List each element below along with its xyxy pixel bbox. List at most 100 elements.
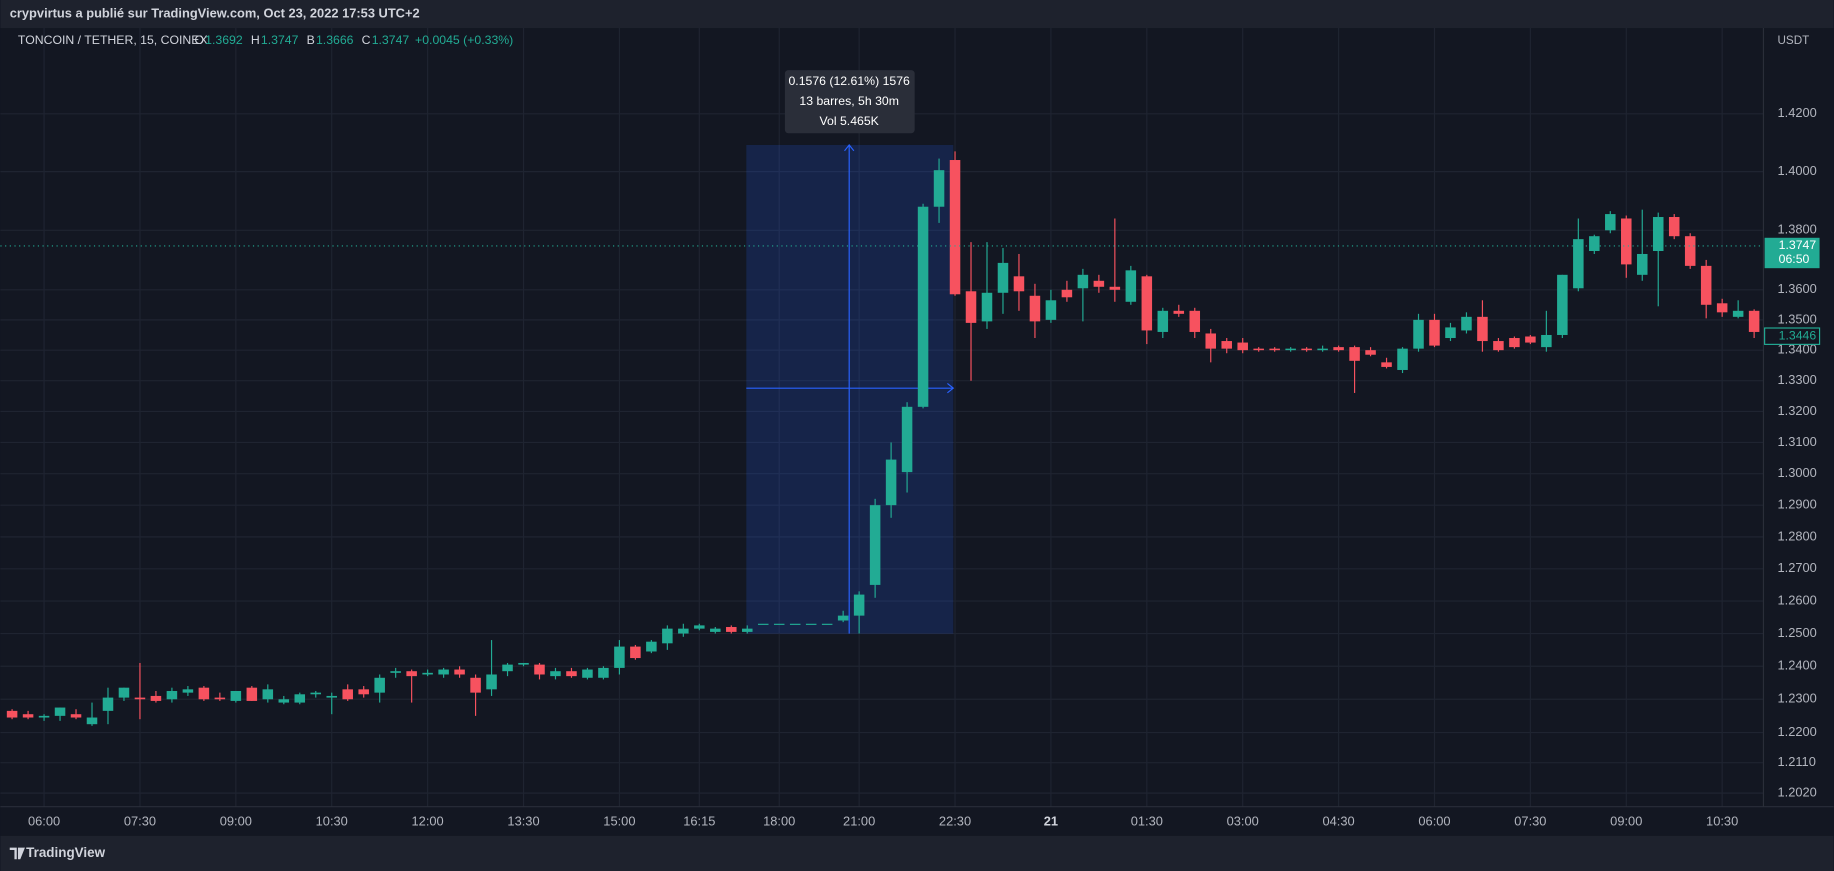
x-tick-label: 04:30 bbox=[1323, 813, 1355, 828]
x-tick-label: 09:00 bbox=[1610, 813, 1642, 828]
candle-body bbox=[214, 697, 226, 700]
candle-body bbox=[1525, 336, 1536, 343]
candle-body bbox=[166, 690, 178, 700]
candle-body bbox=[1748, 310, 1760, 332]
y-tick-label: 1.3400 bbox=[1777, 342, 1816, 357]
x-tick-label: 07:30 bbox=[1514, 813, 1546, 828]
candle-body bbox=[118, 687, 130, 698]
candle-body bbox=[1029, 295, 1041, 322]
y-tick-label: 1.2400 bbox=[1777, 658, 1816, 673]
candle-body bbox=[390, 671, 401, 673]
x-tick-label: 10:30 bbox=[1706, 813, 1738, 828]
x-tick-label: 09:00 bbox=[220, 813, 252, 828]
candle-body bbox=[853, 594, 865, 616]
candle-body bbox=[742, 628, 753, 632]
candle-body bbox=[1221, 341, 1232, 349]
candle-body bbox=[1668, 217, 1680, 237]
candle-body bbox=[1429, 319, 1440, 346]
candle-body bbox=[1557, 274, 1568, 335]
x-tick-label: 06:00 bbox=[1418, 813, 1450, 828]
candle-body bbox=[550, 671, 561, 677]
candle-body bbox=[102, 697, 114, 711]
candle-body bbox=[230, 690, 242, 701]
top-bar bbox=[0, 0, 1834, 29]
candle-body bbox=[198, 687, 210, 700]
candle-body bbox=[789, 623, 801, 625]
candle-body bbox=[885, 459, 897, 506]
candle-body bbox=[1141, 276, 1153, 331]
legend-change: +0.0045 (+0.33%) bbox=[415, 33, 513, 47]
x-tick-label: 16:15 bbox=[683, 813, 715, 828]
candle-body bbox=[1365, 350, 1376, 355]
candle-body bbox=[1301, 348, 1312, 351]
tooltip-line: 0.1576 (12.61%) 1576 bbox=[788, 74, 910, 88]
x-tick-label: 01:30 bbox=[1131, 813, 1163, 828]
candle-body bbox=[726, 627, 737, 632]
y-tick-label: 1.2200 bbox=[1777, 724, 1816, 739]
candle-body bbox=[1205, 333, 1217, 349]
footer-brand: TradingView bbox=[26, 845, 105, 860]
candle-body bbox=[1157, 310, 1169, 332]
countdown-label: 06:50 bbox=[1779, 252, 1810, 266]
candle-body bbox=[134, 697, 146, 700]
legend-value: 1.3666 bbox=[316, 33, 354, 47]
currency: USDT bbox=[1777, 34, 1809, 47]
y-tick-label: 1.3500 bbox=[1777, 311, 1816, 326]
x-tick-label: 03:00 bbox=[1227, 813, 1259, 828]
candle-body bbox=[278, 699, 290, 703]
candle-body bbox=[1541, 334, 1552, 348]
y-tick-label: 1.2110 bbox=[1777, 754, 1815, 769]
candle-body bbox=[949, 160, 961, 295]
candle-body bbox=[1636, 253, 1648, 275]
candle-body bbox=[6, 710, 18, 718]
candle-body bbox=[1397, 348, 1408, 370]
y-tick-label: 1.2020 bbox=[1777, 785, 1816, 800]
candle-body bbox=[965, 291, 977, 323]
candle-body bbox=[1684, 236, 1696, 266]
y-tick-label: 1.2900 bbox=[1777, 497, 1816, 512]
measure-tooltip: 0.1576 (12.61%) 1576 13 barres, 5h 30m V… bbox=[784, 70, 915, 134]
tooltip-box bbox=[784, 70, 915, 134]
candle-body bbox=[534, 664, 545, 675]
legend-value: 1.3692 bbox=[205, 33, 243, 47]
candle-body bbox=[1237, 342, 1248, 351]
y-tick-label: 1.3300 bbox=[1777, 372, 1816, 387]
y-tick-label: 1.3000 bbox=[1777, 465, 1816, 480]
candle-body bbox=[1509, 338, 1520, 348]
y-tick-label: 1.4000 bbox=[1777, 163, 1816, 178]
candle-body bbox=[246, 687, 258, 701]
footer-bar bbox=[0, 835, 1834, 871]
candle-body bbox=[518, 662, 529, 665]
candle-body bbox=[262, 689, 274, 700]
y-tick-label: 1.2500 bbox=[1777, 625, 1816, 640]
candle-body bbox=[917, 206, 929, 407]
y-tick-label: 1.2300 bbox=[1777, 691, 1816, 706]
candle-body bbox=[805, 623, 817, 625]
candle-body bbox=[1652, 217, 1664, 252]
y-tick-label: 1.3200 bbox=[1777, 403, 1816, 418]
x-tick-label: 06:00 bbox=[28, 813, 60, 828]
candle-body bbox=[566, 671, 577, 677]
candle-body bbox=[997, 262, 1009, 293]
x-tick-label: 12:00 bbox=[412, 813, 444, 828]
candle-body bbox=[646, 641, 657, 652]
candle-body bbox=[502, 664, 513, 672]
candle-body bbox=[54, 707, 66, 716]
x-tick-label: 10:30 bbox=[316, 813, 348, 828]
candle-body bbox=[1413, 319, 1424, 349]
candle-body bbox=[1253, 348, 1264, 351]
candle-body bbox=[1013, 276, 1025, 292]
candle-body bbox=[70, 714, 82, 718]
marker-price-label: 1.3446 bbox=[1779, 328, 1817, 342]
y-tick-label: 1.4200 bbox=[1777, 105, 1816, 120]
legend-key: H bbox=[251, 33, 260, 47]
candle-body bbox=[582, 669, 593, 678]
candle-body bbox=[1349, 347, 1360, 361]
candle-body bbox=[1045, 300, 1057, 320]
candle-body bbox=[454, 669, 465, 675]
tooltip-line: Vol 5.465K bbox=[820, 114, 880, 128]
candle-body bbox=[1621, 218, 1632, 265]
candle-body bbox=[1109, 286, 1121, 290]
